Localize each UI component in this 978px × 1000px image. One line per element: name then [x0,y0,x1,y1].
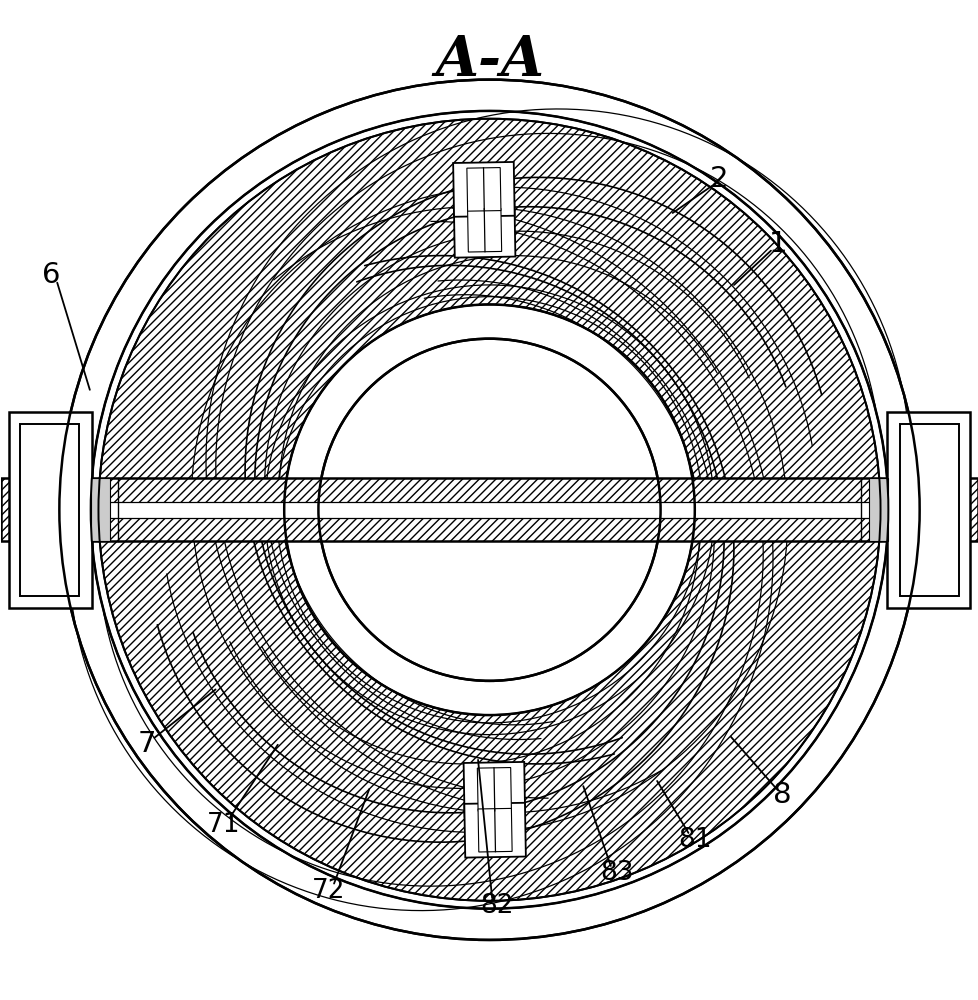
Text: 7: 7 [138,730,156,758]
Circle shape [318,339,660,681]
Polygon shape [477,808,511,852]
Text: 81: 81 [678,827,711,853]
Text: 82: 82 [480,893,513,919]
Polygon shape [467,208,501,252]
Wedge shape [99,119,879,901]
Bar [99,502,879,518]
Text: 6: 6 [42,261,61,289]
Text: 71: 71 [206,812,240,838]
Polygon shape [464,762,524,817]
Bar [91,478,111,541]
Bar [886,412,969,608]
Text: 83: 83 [600,860,633,886]
Bar [21,424,79,596]
Bar [1,478,977,541]
Text: 2: 2 [709,165,728,193]
Bar [9,412,92,608]
Bar [867,478,887,541]
Text: 8: 8 [773,781,791,809]
Bar [899,424,957,596]
Text: A-A: A-A [434,33,544,88]
Polygon shape [477,768,511,811]
Polygon shape [453,162,514,217]
Polygon shape [467,168,501,211]
Text: 72: 72 [311,878,344,904]
Text: 1: 1 [768,230,786,258]
Polygon shape [454,203,514,258]
Wedge shape [60,80,918,940]
Polygon shape [464,803,525,858]
